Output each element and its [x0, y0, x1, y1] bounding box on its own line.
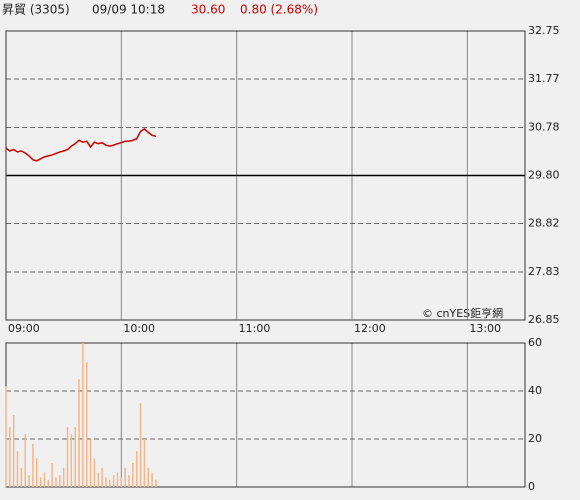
volume-bar	[51, 463, 53, 487]
x-tick-label: 10:00	[123, 322, 155, 335]
y-tick-label: 29.80	[528, 169, 560, 182]
volume-bar	[5, 386, 7, 487]
volume-bar	[39, 477, 42, 487]
volume-bar	[55, 477, 57, 487]
volume-bar	[16, 451, 19, 487]
y-tick-label: 31.77	[528, 72, 560, 85]
volume-bar	[89, 439, 92, 487]
y-tick-label: 30.78	[528, 120, 560, 133]
y-tick-label: 28.82	[528, 217, 560, 230]
volume-bar	[97, 472, 100, 487]
volume-bar	[28, 475, 30, 487]
volume-bar	[116, 472, 119, 487]
price-change: 0.80 (2.68%)	[240, 3, 318, 17]
volume-bar	[120, 477, 123, 487]
volume-bar	[124, 467, 126, 487]
x-tick-label: 09:00	[8, 322, 40, 335]
plot-frame	[5, 30, 526, 321]
volume-bar	[139, 403, 142, 487]
volume-bar	[62, 467, 65, 487]
volume-bar	[24, 434, 26, 487]
volume-bar	[74, 427, 76, 487]
volume-bar	[9, 427, 11, 487]
price-line	[5, 128, 157, 162]
volume-bar	[112, 475, 115, 487]
quote-time: 09/09 10:18	[92, 3, 165, 17]
volume-bar	[147, 467, 149, 487]
volume-bar	[32, 443, 34, 487]
volume-bar	[85, 362, 88, 487]
y-tick-label: 60	[528, 336, 542, 349]
volume-bar	[70, 434, 73, 487]
volume-bar	[47, 479, 50, 487]
volume-bar	[78, 379, 80, 487]
volume-bar	[66, 427, 69, 487]
y-tick-label: 40	[528, 384, 542, 397]
volume-bar	[12, 415, 15, 487]
last-price: 30.60	[191, 3, 225, 17]
volume-bar	[155, 479, 157, 487]
volume-bar	[101, 467, 103, 487]
y-tick-label: 26.85	[528, 313, 560, 326]
volume-bar	[59, 475, 61, 487]
volume-bar	[105, 477, 107, 487]
volume-bar	[109, 479, 111, 487]
y-tick-label: 27.83	[528, 265, 560, 278]
x-tick-label: 13:00	[469, 322, 501, 335]
volume-bar	[128, 475, 130, 487]
y-tick-label: 32.75	[528, 24, 560, 37]
watermark: © cnYES鉅亨網	[422, 306, 503, 320]
volume-bar	[132, 463, 134, 487]
x-tick-label: 12:00	[354, 322, 386, 335]
volume-bar	[36, 458, 38, 487]
stock-name: 昇貿 (3305)	[2, 3, 70, 17]
y-tick-label: 0	[528, 480, 535, 493]
volume-bar	[20, 467, 23, 487]
x-tick-label: 11:00	[239, 322, 271, 335]
volume-bar	[135, 451, 138, 487]
volume-bar	[93, 458, 96, 487]
y-tick-label: 20	[528, 432, 542, 445]
volume-bar	[82, 343, 84, 487]
volume-bar	[151, 472, 153, 487]
volume-bar	[43, 472, 46, 487]
volume-bar	[143, 439, 146, 487]
